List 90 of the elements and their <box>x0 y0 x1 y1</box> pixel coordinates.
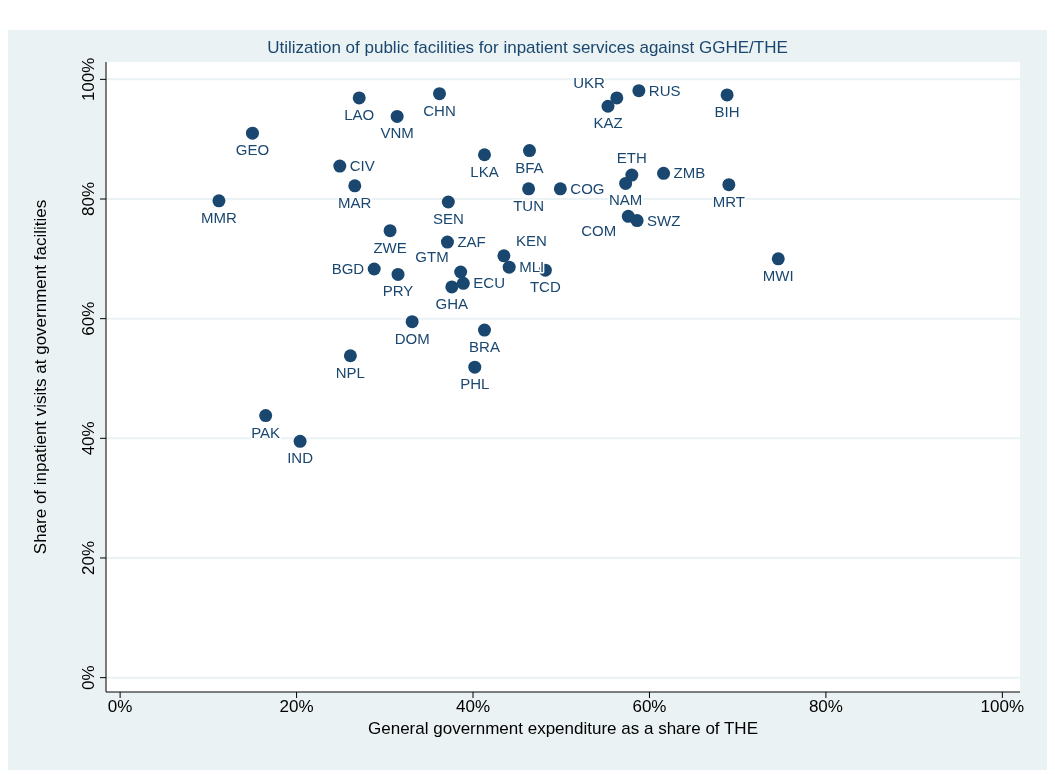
point <box>657 166 671 180</box>
y-tick-label: 60% <box>79 301 98 336</box>
point <box>601 99 615 113</box>
data-label: KAZ <box>593 114 623 132</box>
point <box>441 195 455 209</box>
data-label: SEN <box>432 210 464 227</box>
point <box>440 235 454 249</box>
y-axis-title: Share of inpatient visits at government facilities <box>31 199 51 555</box>
data-label: KEN <box>515 231 547 249</box>
point <box>348 179 362 193</box>
y-tick-label: 100% <box>79 57 98 102</box>
point <box>405 315 419 329</box>
point <box>454 265 468 279</box>
data-label: DOM <box>394 329 430 347</box>
data-label: MMR <box>201 208 237 226</box>
data-label: UKR <box>573 73 605 91</box>
x-tick-label: 60% <box>632 697 667 717</box>
data-label: COG <box>570 179 605 197</box>
x-tick-label: 100% <box>980 697 1025 717</box>
point <box>771 252 785 266</box>
point <box>432 87 446 101</box>
point <box>212 194 226 208</box>
data-label: ZMB <box>673 164 706 182</box>
point <box>445 280 459 294</box>
point <box>722 178 736 192</box>
point <box>383 224 397 238</box>
point <box>391 267 405 281</box>
data-label: BIH <box>714 102 740 120</box>
data-label: SWZ <box>647 211 681 229</box>
data-label: MAR <box>338 193 372 211</box>
point <box>456 276 470 290</box>
point <box>333 159 347 173</box>
data-label: ZWE <box>373 238 407 256</box>
point <box>619 176 633 190</box>
data-label: ETH <box>616 149 647 167</box>
point <box>610 91 624 105</box>
point <box>352 91 366 105</box>
data-label: ZAF <box>457 233 486 251</box>
x-axis-title: General government expenditure as a share of THE <box>368 719 758 738</box>
x-tick-label: 0% <box>107 697 133 717</box>
data-label: BGD <box>331 260 365 278</box>
data-label: VNM <box>380 124 414 142</box>
point <box>468 360 482 374</box>
data-label: MLI <box>519 258 545 276</box>
data-label: CHN <box>423 101 456 119</box>
y-tick-label: 20% <box>79 540 98 575</box>
x-tick-label: 40% <box>456 697 491 717</box>
data-label: RUS <box>648 81 681 99</box>
point <box>502 260 516 274</box>
point <box>522 182 536 196</box>
point <box>477 148 491 162</box>
data-label: MWI <box>762 266 794 284</box>
point <box>553 182 567 196</box>
x-tick-label: 80% <box>808 697 843 717</box>
data-label: TUN <box>513 196 545 214</box>
point <box>390 109 404 123</box>
point <box>632 84 646 98</box>
y-tick-label: 80% <box>79 181 98 217</box>
point <box>522 144 536 158</box>
data-label: MRT <box>712 192 745 210</box>
data-label: LKA <box>470 162 499 180</box>
data-label: GEO <box>235 141 270 159</box>
data-label: PAK <box>251 423 281 441</box>
point <box>343 349 357 363</box>
data-label: GHA <box>435 294 469 312</box>
data-label: ECU <box>473 274 505 292</box>
point <box>477 323 491 337</box>
data-label: PRY <box>382 282 414 300</box>
data-label: IND <box>287 449 314 467</box>
data-label: BFA <box>515 158 544 176</box>
point <box>245 126 259 140</box>
point <box>497 249 511 263</box>
point <box>367 262 381 276</box>
point <box>259 409 273 423</box>
point <box>630 214 644 228</box>
y-tick-label: 40% <box>79 421 98 456</box>
data-label: LAO <box>344 105 375 123</box>
x-tick-label: 20% <box>279 697 314 717</box>
data-label: COM <box>581 222 617 240</box>
chart-title: Utilization of public facilities for inpatient services against GGHE/THE <box>266 38 789 58</box>
point <box>293 434 307 448</box>
data-label: PHL <box>460 375 490 393</box>
y-tick-label: 0% <box>79 665 98 690</box>
data-label: GTM <box>415 248 449 265</box>
data-label: TCD <box>529 278 561 296</box>
data-label: BRA <box>469 338 500 356</box>
point <box>720 88 734 102</box>
data-label: NAM <box>608 191 643 209</box>
data-label: NPL <box>335 363 365 381</box>
data-label: CIV <box>349 157 375 175</box>
